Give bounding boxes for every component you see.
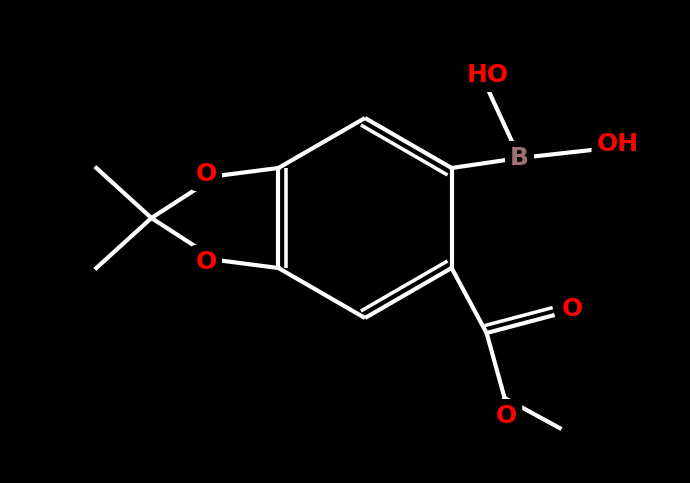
Text: HO: HO	[466, 63, 509, 87]
Text: O: O	[196, 250, 217, 274]
Text: O: O	[496, 404, 518, 428]
Text: O: O	[562, 297, 583, 321]
Text: O: O	[196, 162, 217, 186]
Text: OH: OH	[597, 132, 639, 156]
Text: B: B	[510, 146, 529, 170]
